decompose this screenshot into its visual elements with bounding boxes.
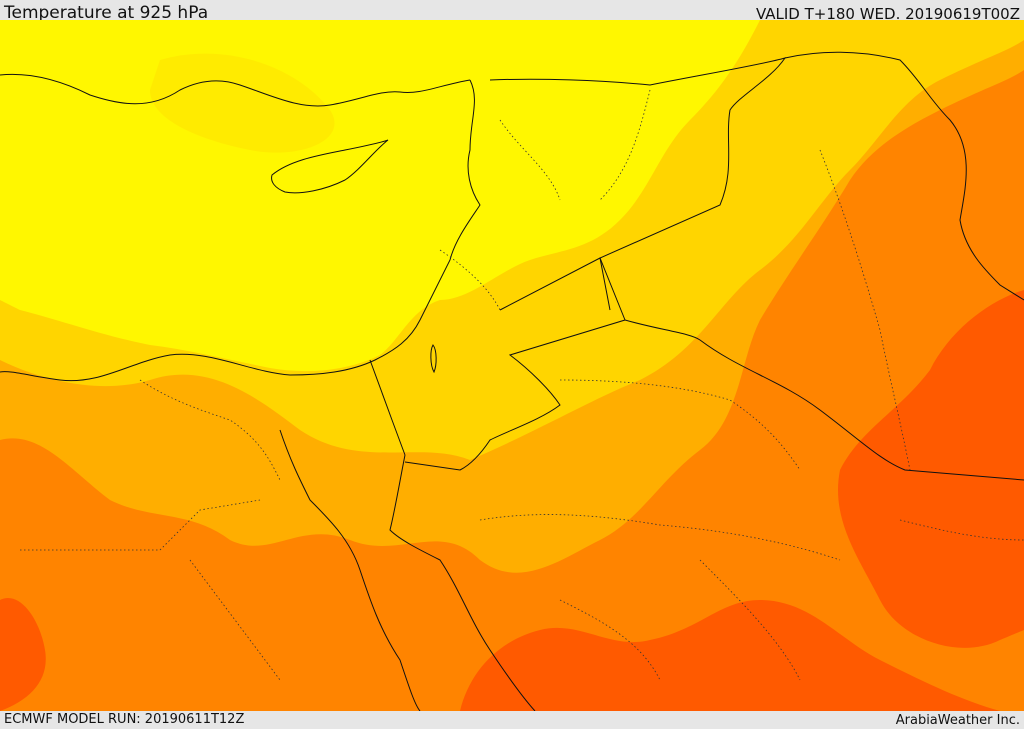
border-egypt-israel	[369, 359, 406, 456]
admin-boundary-2	[20, 499, 261, 551]
admin-boundary-3	[479, 514, 841, 561]
admin-boundary-12	[439, 249, 501, 311]
admin-boundary-5	[819, 149, 911, 471]
coastline-levant	[0, 79, 481, 382]
temp-band-dark-orange	[0, 70, 1024, 711]
coastline-red-sea-west	[279, 429, 421, 711]
admin-boundary-7	[499, 119, 561, 201]
coastline-red-sea-east	[389, 454, 536, 711]
temp-band-red-west	[0, 598, 46, 711]
admin-boundary-6	[599, 89, 651, 201]
temperature-map	[0, 20, 1024, 711]
temp-band-red-east	[838, 290, 1024, 648]
dead-sea	[430, 344, 437, 374]
header-bar: Temperature at 925 hPa VALID T+180 WED. …	[0, 0, 1024, 23]
temp-band-pale-patch	[150, 53, 335, 153]
credit-label: ArabiaWeather Inc.	[895, 713, 1020, 728]
map-title: Temperature at 925 hPa	[4, 3, 209, 23]
temp-band-red-south	[460, 600, 1000, 711]
coastline-cyprus	[271, 139, 389, 194]
admin-boundary-8	[699, 559, 801, 681]
footer-bar: ECMWF MODEL RUN: 20190611T12Z ArabiaWeat…	[0, 711, 1024, 729]
border-iraq-saudi	[624, 319, 1024, 481]
admin-boundary-4	[559, 379, 801, 471]
valid-time: VALID T+180 WED. 20190619T00Z	[755, 5, 1020, 23]
border-iran-iraq	[784, 51, 1024, 301]
admin-boundary-11	[189, 559, 281, 681]
admin-boundary-1	[139, 379, 281, 481]
border-jordan-saudi	[404, 257, 626, 471]
model-run: ECMWF MODEL RUN: 20190611T12Z	[4, 712, 245, 727]
border-syria-iraq	[489, 57, 787, 311]
coastline-turkey	[0, 73, 471, 107]
